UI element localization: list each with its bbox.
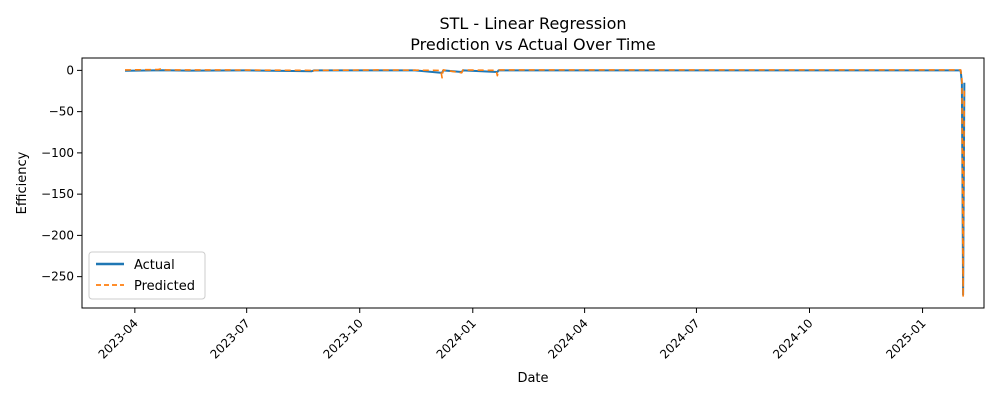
y-tick-label: −250	[41, 270, 74, 284]
x-tick-label: 2024-07	[657, 316, 702, 361]
x-tick-label: 2023-07	[207, 316, 252, 361]
y-tick-label: −50	[49, 105, 74, 119]
chart-title: STL - Linear Regression	[439, 14, 626, 33]
x-axis: 2023-04 2023-07 2023-10 2024-01 2024-04 2024-…	[96, 308, 929, 362]
legend-label-predicted: Predicted	[134, 279, 195, 294]
x-tick-label: 2023-10	[320, 316, 365, 361]
y-tick-label: 0	[66, 63, 74, 77]
y-tick-label: −200	[41, 228, 74, 242]
x-tick-label: 2024-04	[545, 316, 590, 361]
plot-area	[124, 67, 966, 299]
x-axis-label: Date	[517, 371, 548, 386]
x-tick-label: 2025-01	[883, 316, 928, 361]
plot-frame	[81, 57, 985, 309]
legend: Actual Predicted	[88, 251, 206, 300]
x-tick-label: 2024-01	[434, 316, 479, 361]
y-axis: 0 −50 −100 −150 −200 −250	[41, 63, 82, 284]
y-axis-label: Efficiency	[15, 151, 30, 214]
series-line-actual	[124, 69, 966, 296]
y-tick-label: −150	[41, 187, 74, 201]
x-tick-label: 2023-04	[96, 316, 141, 361]
x-tick-label: 2024-10	[770, 316, 815, 361]
legend-label-actual: Actual	[134, 258, 175, 273]
chart-subtitle: Prediction vs Actual Over Time	[410, 35, 655, 54]
series-line-predicted	[125, 67, 966, 299]
y-tick-label: −100	[41, 146, 74, 160]
